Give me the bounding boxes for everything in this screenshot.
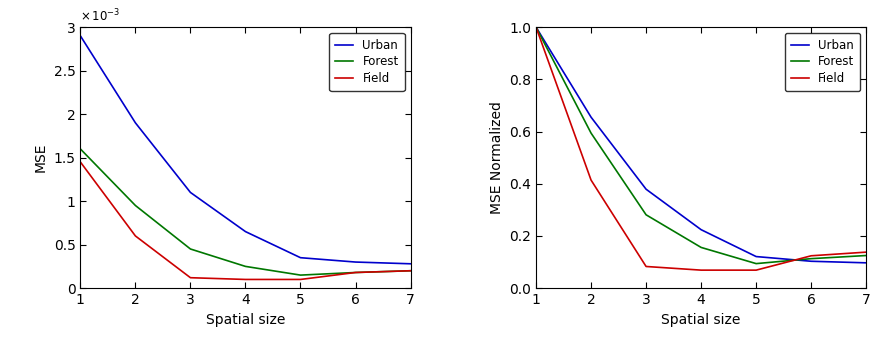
Urban (130, 121, 141, 125)
Urban (586, 115, 597, 119)
Forest (405, 269, 416, 273)
Field (350, 271, 361, 275)
X-axis label: Spatial size: Spatial size (205, 313, 285, 326)
Field (861, 250, 872, 254)
Line: Field: Field (80, 162, 411, 279)
Urban (350, 260, 361, 264)
Legend: Urban, Forest, Field: Urban, Forest, Field (330, 33, 405, 91)
Field (185, 276, 196, 280)
Forest (240, 264, 251, 268)
Field (130, 234, 141, 238)
Line: Urban: Urban (80, 36, 411, 264)
Urban (240, 230, 251, 234)
Urban (185, 191, 196, 195)
Line: Field: Field (536, 27, 866, 270)
Field (295, 277, 305, 281)
Line: Forest: Forest (80, 149, 411, 275)
Field (696, 268, 706, 272)
Y-axis label: MSE Normalized: MSE Normalized (489, 101, 504, 214)
Field (530, 25, 541, 29)
Forest (350, 271, 361, 275)
Urban (295, 256, 305, 260)
Urban (530, 25, 541, 29)
Urban (641, 187, 652, 191)
Y-axis label: MSE: MSE (34, 143, 48, 173)
Legend: Urban, Forest, Field: Urban, Forest, Field (785, 33, 860, 91)
Field (751, 268, 762, 272)
Field (75, 160, 86, 164)
Forest (185, 247, 196, 251)
Field (240, 277, 251, 281)
Field (405, 269, 416, 273)
Urban (751, 255, 762, 259)
Urban (805, 259, 816, 263)
Field (586, 178, 597, 182)
Forest (641, 213, 652, 217)
Forest (861, 254, 872, 258)
Urban (861, 261, 872, 265)
Urban (405, 262, 416, 266)
Line: Urban: Urban (536, 27, 866, 263)
Field (641, 264, 652, 268)
Forest (295, 273, 305, 277)
Urban (696, 228, 706, 232)
Forest (805, 257, 816, 261)
Forest (530, 25, 541, 29)
Field (805, 254, 816, 258)
Urban (75, 34, 86, 38)
Text: $\times\,10^{-3}$: $\times\,10^{-3}$ (80, 8, 121, 24)
Line: Forest: Forest (536, 27, 866, 264)
Forest (130, 203, 141, 207)
Forest (696, 245, 706, 250)
Forest (751, 262, 762, 266)
Forest (586, 131, 597, 135)
Forest (75, 147, 86, 151)
X-axis label: Spatial size: Spatial size (662, 313, 741, 326)
